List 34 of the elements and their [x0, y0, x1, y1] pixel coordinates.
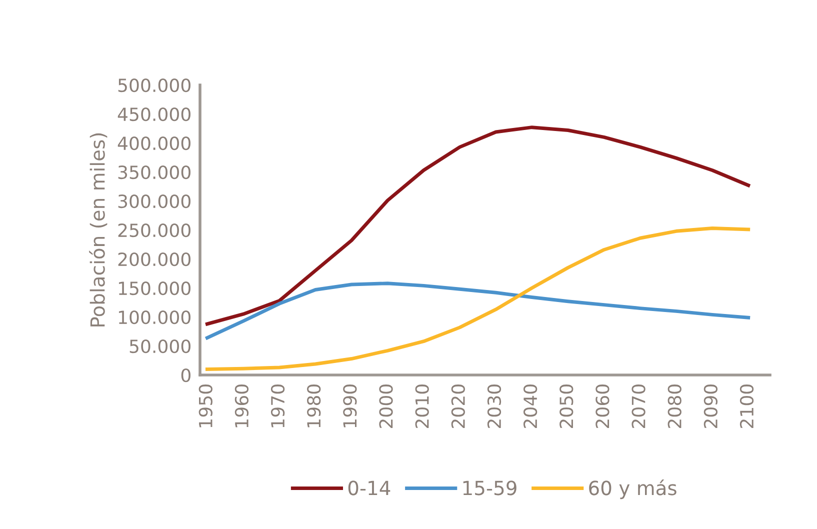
y-tick-label: 400.000	[118, 136, 190, 150]
x-tick-label: 2080	[668, 384, 682, 428]
x-tick-label: 2060	[596, 384, 610, 428]
y-tick-label: 50.000	[130, 339, 190, 354]
x-tick-label: 2010	[415, 384, 429, 428]
x-tick-label: 2000	[379, 384, 393, 428]
x-tick-label: 2040	[523, 384, 538, 428]
y-tick-label: 250.000	[118, 223, 190, 238]
y-tick-label: 0	[181, 368, 190, 382]
x-tick-label: 2070	[632, 384, 646, 428]
x-tick-label: 1960	[234, 384, 249, 428]
x-tick-label: 1970	[270, 384, 285, 428]
line-series	[205, 282, 750, 340]
x-tick-label: 2090	[704, 384, 718, 428]
y-tick-label: 100.000	[118, 310, 190, 324]
y-tick-label: 450.000	[118, 107, 190, 122]
y-axis-title: Población (en miles)	[89, 133, 108, 326]
x-tick-label: 1980	[307, 384, 321, 428]
x-tick-label: 2100	[740, 384, 754, 428]
x-tick-label: 2050	[560, 384, 574, 428]
y-tick-label: 200.000	[118, 252, 190, 266]
x-tick-label: 1990	[343, 384, 357, 428]
y-tick-label: 150.000	[118, 281, 190, 296]
y-tick-label: 350.000	[118, 165, 190, 180]
x-tick-label: 1950	[198, 384, 212, 428]
legend-label: 15-59	[463, 480, 516, 496]
y-tick-label: 500.000	[118, 78, 190, 92]
line-series	[205, 226, 750, 371]
x-tick-label: 2030	[487, 384, 502, 428]
legend-label: 60 y más	[589, 480, 676, 500]
legend-label: 0-14	[348, 480, 390, 496]
y-tick-label: 300.000	[118, 194, 190, 208]
line-series	[205, 126, 750, 326]
x-tick-label: 2020	[451, 384, 465, 428]
